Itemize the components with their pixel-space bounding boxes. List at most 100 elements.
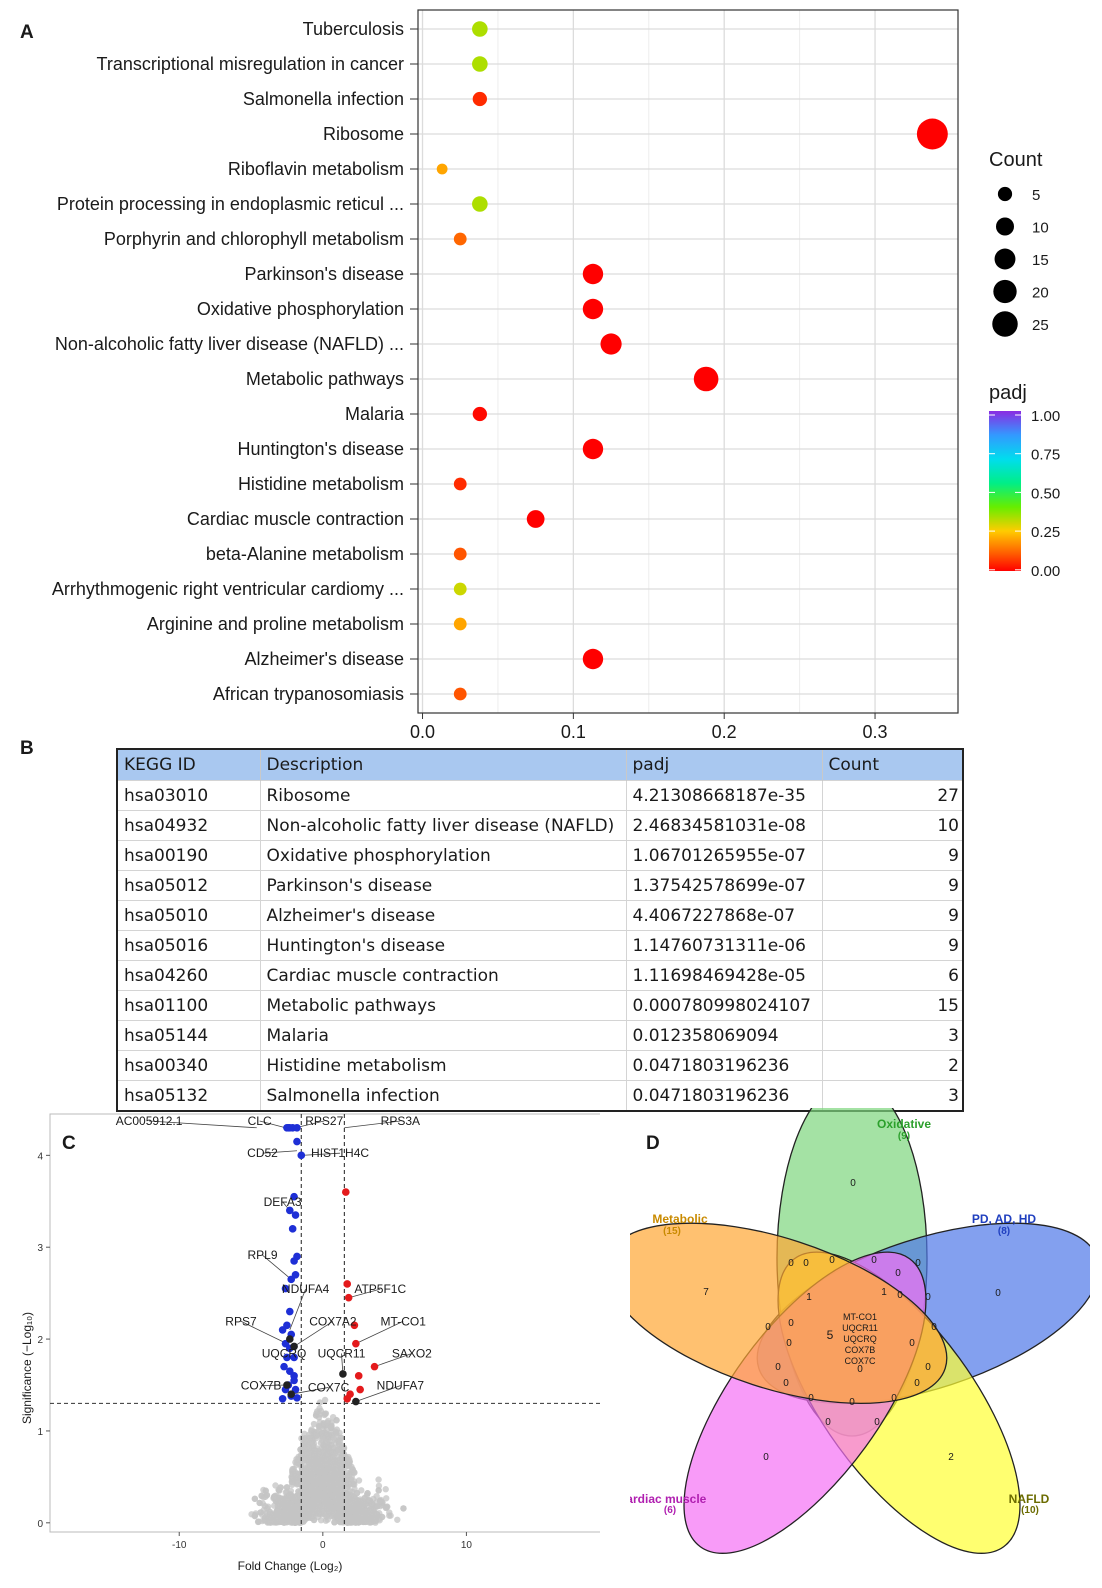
- grey-point: [257, 1509, 264, 1516]
- dot-metabolic-pathways: [693, 366, 719, 392]
- grey-point: [335, 1445, 342, 1453]
- table-cell: 9: [821, 840, 962, 871]
- black-point: [287, 1390, 296, 1398]
- venn-region-count: 0: [914, 1378, 920, 1389]
- table-cell: 3: [821, 1080, 962, 1110]
- venn-region-count: 0: [829, 1255, 835, 1266]
- table-row: hsa05016 Huntington's disease 1.1476073131…: [118, 930, 962, 961]
- blue-point: [291, 1211, 300, 1219]
- x-tick-label: 0.3: [863, 722, 888, 742]
- grey-point: [350, 1494, 357, 1501]
- blue-point: [285, 1206, 294, 1215]
- grey-point: [266, 1518, 273, 1526]
- venn-region-count: 0: [891, 1393, 897, 1404]
- grey-point: [394, 1516, 401, 1523]
- count-legend-dot: [994, 248, 1016, 270]
- gene-label: SAXO2: [392, 1346, 432, 1360]
- red-point: [356, 1385, 364, 1394]
- x-tick-label: 0.0: [410, 722, 435, 742]
- grey-point: [333, 1462, 340, 1469]
- venn-region-count: 0: [871, 1255, 877, 1266]
- grey-point: [316, 1399, 324, 1406]
- gene-label: ATP5F1C: [354, 1282, 406, 1296]
- grey-point: [302, 1436, 309, 1444]
- label-leader: [262, 1254, 292, 1280]
- grey-point: [283, 1484, 291, 1491]
- venn-count-metabolic: (15): [663, 1226, 681, 1237]
- y-tick-label: Arginine and proline metabolism: [147, 614, 404, 634]
- gene-label: RPS27: [305, 1114, 343, 1128]
- gene-label: HIST1H4C: [311, 1146, 369, 1160]
- grey-point: [324, 1419, 331, 1426]
- dot-beta-alanine-metabolism: [453, 547, 467, 561]
- table-cell: 9: [821, 870, 962, 901]
- grey-point: [307, 1438, 314, 1446]
- grey-point: [276, 1487, 283, 1494]
- gene-label: UQCR11: [318, 1346, 366, 1360]
- dot-malaria: [472, 406, 488, 422]
- y-tick-label: Alzheimer's disease: [244, 649, 404, 669]
- grey-point: [343, 1472, 350, 1479]
- table-cell: 3: [821, 1020, 962, 1051]
- table-cell: Huntington's disease: [259, 930, 626, 961]
- blue-point: [290, 1192, 298, 1201]
- grey-point: [255, 1518, 262, 1525]
- panel-label-b: B: [20, 738, 34, 759]
- gene-label: MT-CO1: [381, 1314, 427, 1328]
- gene-label: DEFA3: [264, 1195, 302, 1209]
- table-cell: 0.0471803196236: [625, 1050, 822, 1081]
- label-leader: [291, 1387, 329, 1395]
- label-leader: [374, 1353, 412, 1368]
- y-tick-label: Salmonella infection: [243, 89, 404, 109]
- grey-point: [303, 1472, 311, 1479]
- grey-point: [376, 1497, 384, 1505]
- table-row: hsa04932 Non-alcoholic fatty liver diseas…: [118, 810, 962, 841]
- grey-point: [323, 1451, 331, 1458]
- blue-point: [297, 1151, 306, 1160]
- red-point: [343, 1394, 352, 1403]
- gene-label: COX7C: [308, 1380, 350, 1394]
- grey-point: [310, 1500, 317, 1507]
- table-cell: 10: [821, 810, 962, 841]
- venn-region-count: 1: [881, 1287, 887, 1298]
- red-point: [350, 1321, 359, 1330]
- label-leader: [344, 1120, 401, 1129]
- venn-region-count: 0: [808, 1393, 814, 1404]
- gene-label: COX7B: [241, 1379, 282, 1393]
- venn-region-count: 0: [897, 1290, 903, 1301]
- y-tick-label: African trypanosomiasis: [213, 684, 404, 704]
- table-cell: 4.4067227868e-07: [625, 900, 822, 931]
- table-cell: 6: [821, 960, 962, 991]
- padj-tick-label: 0.00: [1031, 563, 1060, 580]
- grey-point: [370, 1516, 377, 1524]
- table-cell: hsa01100: [118, 990, 260, 1021]
- venn-region-count: 7: [703, 1287, 709, 1298]
- red-point: [343, 1280, 352, 1288]
- dot-transcriptional-misregulation-in-cancer: [472, 56, 488, 72]
- table-cell: hsa04260: [118, 960, 260, 991]
- red-point: [370, 1362, 379, 1371]
- table-cell: Histidine metabolism: [259, 1050, 626, 1081]
- venn-region-count: 0: [895, 1268, 901, 1279]
- venn-label-nafld: NAFLD: [1009, 1492, 1050, 1506]
- dot-protein-processing-in-endoplasmic-reticul: [472, 196, 488, 212]
- grey-point: [310, 1482, 317, 1490]
- grey-point: [355, 1508, 362, 1515]
- table-cell: Cardiac muscle contraction: [259, 960, 626, 991]
- y-tick-label: Parkinson's disease: [244, 264, 404, 284]
- grey-point: [307, 1514, 315, 1522]
- grey-point: [258, 1492, 265, 1500]
- label-leader: [259, 1120, 286, 1129]
- red-point: [341, 1188, 350, 1196]
- label-leader: [261, 1384, 287, 1387]
- blue-point: [288, 1225, 297, 1233]
- label-leader: [293, 1320, 334, 1347]
- grey-point: [358, 1517, 365, 1525]
- grey-point: [314, 1499, 322, 1506]
- gene-label: AC005912.1: [116, 1114, 183, 1128]
- dot-african-trypanosomiasis: [453, 687, 467, 701]
- dot-huntington-s-disease: [582, 438, 604, 460]
- table-cell: Oxidative phosphorylation: [259, 840, 626, 871]
- venn-region-count: 0: [788, 1258, 794, 1269]
- y-tick-label: Protein processing in endoplasmic reticu…: [57, 194, 404, 214]
